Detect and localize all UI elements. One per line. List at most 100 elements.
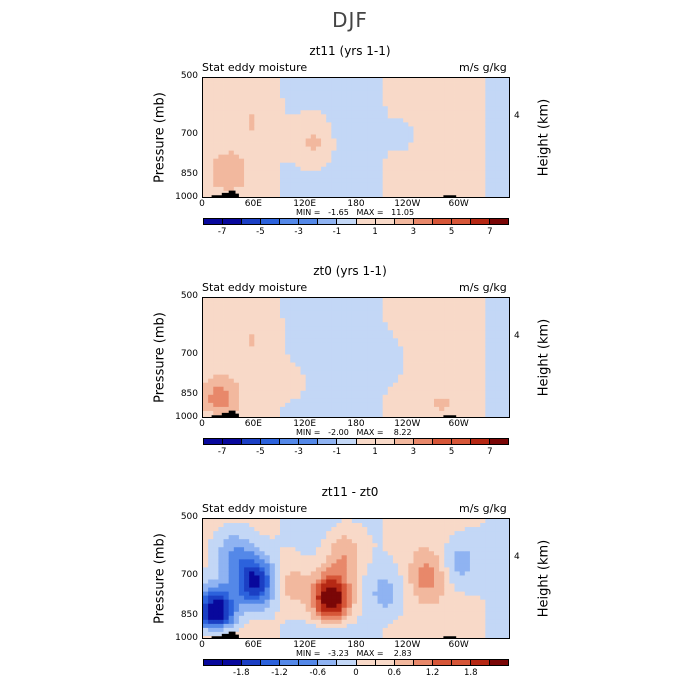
heatmap-cell	[418, 567, 425, 572]
heatmap-cell	[238, 366, 245, 371]
heatmap-cell	[372, 591, 378, 597]
heatmap-cell	[382, 326, 389, 331]
heatmap-cell	[274, 158, 281, 164]
heatmap-cell	[295, 402, 301, 408]
heatmap-cell	[244, 354, 250, 359]
heatmap-cell	[449, 134, 455, 139]
heatmap-cell	[449, 310, 455, 315]
heatmap-cell	[321, 358, 327, 363]
heatmap-cell	[428, 110, 435, 115]
heatmap-cell	[413, 182, 419, 188]
heatmap-cell	[382, 306, 389, 311]
heatmap-cell	[203, 338, 209, 343]
heatmap-cell	[254, 190, 260, 196]
heatmap-cell	[367, 134, 373, 139]
heatmap-cell	[249, 330, 255, 335]
heatmap-cell	[444, 126, 450, 131]
heatmap-cell	[398, 366, 404, 371]
heatmap-cell	[203, 134, 209, 139]
heatmap-cell	[285, 591, 291, 597]
heatmap-cell	[223, 378, 230, 384]
heatmap-cell	[423, 543, 430, 548]
heatmap-cell	[505, 374, 509, 380]
heatmap-cell	[357, 118, 363, 123]
heatmap-cell	[449, 114, 455, 119]
heatmap-cell	[208, 559, 214, 564]
heatmap-cell	[213, 583, 219, 588]
heatmap-cell	[208, 555, 214, 560]
heatmap-cell	[213, 134, 219, 139]
min-max-text: MIN = -2.00 MAX = 8.22	[296, 428, 412, 437]
heatmap-cell	[387, 346, 394, 351]
heatmap-cell	[423, 146, 430, 151]
heatmap-cell	[351, 374, 358, 380]
heatmap-cell	[290, 559, 296, 564]
heatmap-cell	[285, 370, 291, 376]
heatmap-cell	[475, 398, 481, 404]
heatmap-cell	[264, 334, 271, 339]
page-title: DJF	[332, 8, 368, 32]
heatmap-cell	[213, 318, 219, 323]
heatmap-cell	[351, 386, 358, 392]
heatmap-cell	[495, 146, 502, 151]
heatmap-cell	[244, 607, 250, 613]
heatmap-cell	[295, 134, 301, 139]
heatmap-cell	[336, 306, 342, 311]
heatmap-cell	[346, 394, 353, 400]
heatmap-cell	[244, 398, 250, 404]
heatmap-cell	[403, 631, 409, 637]
heatmap-cell	[208, 587, 214, 592]
heatmap-cell	[280, 150, 286, 156]
heatmap-cell	[362, 186, 368, 192]
heatmap-cell	[377, 150, 384, 156]
heatmap-cell	[475, 338, 481, 343]
heatmap-cell	[295, 118, 301, 123]
heatmap-cell	[434, 354, 440, 359]
heatmap-cell	[403, 326, 409, 331]
heatmap-cell	[423, 382, 430, 388]
heatmap-cell	[244, 298, 250, 303]
heatmap-cell	[423, 194, 430, 197]
heatmap-cell	[305, 358, 312, 363]
heatmap-cell	[367, 382, 373, 388]
heatmap-cell	[295, 410, 301, 416]
variable-label: Stat eddy moisture	[202, 502, 308, 515]
heatmap-cell	[357, 535, 363, 540]
heatmap-cell	[254, 599, 260, 605]
heatmap-cell	[357, 322, 363, 327]
heatmap-cell	[295, 366, 301, 371]
heatmap-cell	[362, 410, 368, 416]
heatmap-cell	[485, 310, 491, 315]
heatmap-cell	[413, 110, 419, 115]
heatmap-cell	[244, 559, 250, 564]
heatmap-cell	[490, 374, 496, 380]
heatmap-cell	[459, 122, 466, 127]
heatmap-cell	[480, 146, 486, 151]
heatmap-cell	[223, 555, 230, 560]
heatmap-cell	[249, 82, 255, 87]
heatmap-cell	[233, 362, 240, 367]
heatmap-cell	[259, 543, 265, 548]
heatmap-cell	[233, 130, 240, 135]
heatmap-cell	[413, 102, 419, 107]
heatmap-cell	[387, 326, 394, 331]
heatmap-cell	[372, 410, 378, 416]
heatmap-cell	[413, 571, 419, 576]
heatmap-cell	[249, 162, 255, 168]
heatmap-cell	[269, 114, 276, 119]
colorbar-swatch	[413, 219, 433, 224]
heatmap-cell	[357, 190, 363, 196]
heatmap-cell	[372, 527, 378, 532]
heatmap-cell	[321, 543, 327, 548]
heatmap-cell	[233, 539, 240, 544]
heatmap-cell	[480, 118, 486, 123]
heatmap-cell	[310, 182, 317, 188]
heatmap-cell	[228, 559, 235, 564]
heatmap-cell	[218, 527, 224, 532]
heatmap-cell	[218, 106, 224, 111]
heatmap-cell	[500, 114, 507, 119]
heatmap-cell	[449, 182, 455, 188]
heatmap-cell	[428, 114, 435, 119]
heatmap-cell	[357, 358, 363, 363]
heatmap-cell	[485, 94, 491, 99]
